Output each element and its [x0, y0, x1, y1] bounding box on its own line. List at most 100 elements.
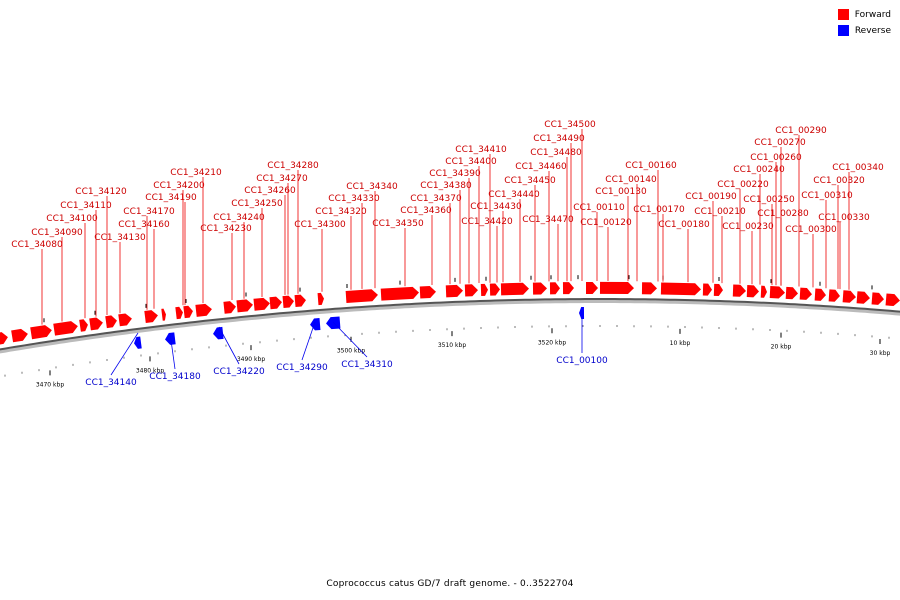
forward-gene-arrow [11, 328, 28, 343]
forward-gene-arrow [195, 303, 212, 317]
legend-reverse-swatch [837, 25, 849, 36]
forward-gene-label: CC1_34260 [244, 186, 296, 196]
forward-gene-arrow [53, 321, 78, 336]
legend-forward: Forward [837, 9, 891, 20]
forward-gene-label: CC1_34370 [410, 194, 462, 204]
reverse-gene-label: CC1_34140 [85, 378, 137, 388]
forward-gene-label: CC1_00280 [757, 209, 809, 219]
forward-gene-label: CC1_00270 [754, 138, 806, 148]
map-caption: Coprococcus catus GD/7 draft genome. - 0… [326, 579, 574, 589]
legend-reverse-label: Reverse [854, 25, 891, 36]
forward-gene-label: CC1_34410 [455, 145, 507, 155]
reverse-gene-arrow [165, 332, 176, 345]
reverse-gene-label: CC1_00100 [556, 356, 608, 366]
forward-gene-label: CC1_00130 [595, 187, 647, 197]
forward-gene-label: CC1_34460 [515, 162, 567, 172]
forward-gene-label: CC1_34120 [75, 187, 127, 197]
forward-gene-arrow [419, 286, 436, 299]
scale-label: 3500 kbp [337, 348, 365, 355]
forward-gene-arrow [702, 283, 712, 296]
reverse-gene-label: CC1_34220 [213, 367, 265, 377]
forward-gene-arrow [282, 295, 294, 309]
forward-gene-label: CC1_00210 [694, 207, 746, 217]
forward-gene-arrow [79, 319, 88, 332]
forward-gene-arrow [253, 297, 270, 311]
forward-gene-arrow [856, 291, 870, 304]
forward-gene-arrow [599, 281, 634, 295]
legend-forward-swatch [837, 9, 849, 20]
forward-gene-label: CC1_34200 [153, 181, 205, 191]
forward-gene-arrow [175, 306, 183, 320]
scale-label: 30 kbp [870, 350, 891, 357]
forward-gene-arrow [480, 283, 488, 297]
legend-reverse: Reverse [837, 25, 891, 36]
reverse-gene-label: CC1_34180 [149, 372, 201, 382]
forward-gene-arrow [236, 299, 253, 313]
reverse-gene-label: CC1_34310 [341, 360, 393, 370]
forward-gene-label: CC1_34430 [470, 202, 522, 212]
forward-gene-label: CC1_00230 [722, 222, 774, 232]
forward-gene-label: CC1_34300 [294, 220, 346, 230]
forward-gene-label: CC1_00340 [832, 163, 884, 173]
scale-label: 3490 kbp [237, 356, 265, 363]
forward-gene-arrow [562, 282, 574, 295]
forward-gene-label: CC1_34080 [11, 240, 63, 250]
forward-gene-label: CC1_00310 [801, 191, 853, 201]
forward-gene-arrow [549, 282, 560, 295]
reverse-gene-leader [332, 321, 368, 358]
forward-gene-label: CC1_34190 [145, 193, 197, 203]
forward-gene-label: CC1_34160 [118, 220, 170, 230]
forward-gene-label: CC1_34490 [533, 134, 585, 144]
forward-gene-arrow [317, 292, 324, 306]
forward-gene-label: CC1_34500 [544, 120, 596, 130]
forward-gene-arrow [161, 308, 166, 321]
scale-label: 10 kbp [670, 340, 691, 347]
forward-gene-arrow [641, 282, 657, 295]
reverse-gene-arrow [310, 318, 321, 331]
forward-gene-label: CC1_34090 [31, 228, 83, 238]
forward-gene-arrow [828, 289, 840, 302]
forward-gene-arrow [223, 301, 236, 314]
forward-gene-arrow [585, 281, 598, 295]
forward-gene-label: CC1_34170 [123, 207, 175, 217]
forward-gene-arrow [269, 296, 282, 310]
forward-gene-arrow [814, 288, 826, 301]
forward-gene-label: CC1_00300 [785, 225, 837, 235]
forward-gene-arrow [500, 282, 529, 296]
forward-gene-label: CC1_00140 [605, 175, 657, 185]
forward-gene-label: CC1_34420 [461, 217, 513, 227]
legend-forward-label: Forward [854, 9, 891, 20]
genome-backbone [0, 298, 900, 351]
forward-gene-arrow [118, 313, 132, 327]
forward-gene-arrow [760, 285, 767, 298]
forward-gene-label: CC1_34100 [46, 214, 98, 224]
forward-gene-label: CC1_34360 [400, 206, 452, 216]
forward-gene-arrow [464, 284, 478, 297]
forward-gene-label: CC1_00170 [633, 205, 685, 215]
forward-gene-arrow [89, 317, 103, 331]
forward-gene-arrow [445, 284, 463, 298]
forward-gene-label: CC1_00320 [813, 176, 865, 186]
forward-gene-label: CC1_34400 [445, 157, 497, 167]
forward-gene-arrow [660, 282, 701, 296]
forward-gene-arrow [30, 325, 52, 340]
scale-label: 20 kbp [771, 344, 792, 351]
scale-label: 3520 kbp [538, 339, 566, 346]
forward-gene-arrow [183, 305, 193, 319]
forward-gene-arrow [799, 287, 812, 300]
forward-gene-label: CC1_34130 [94, 233, 146, 243]
reverse-gene-label: CC1_34290 [276, 363, 328, 373]
forward-gene-label: CC1_00250 [743, 195, 795, 205]
forward-gene-arrow [871, 292, 884, 305]
forward-gene-label: CC1_00330 [818, 213, 870, 223]
forward-gene-label: CC1_00240 [733, 165, 785, 175]
forward-gene-label: CC1_34330 [328, 194, 380, 204]
forward-gene-label: CC1_34390 [429, 169, 481, 179]
forward-gene-label: CC1_34240 [213, 213, 265, 223]
forward-gene-arrow [0, 332, 8, 346]
forward-gene-label: CC1_34470 [522, 215, 574, 225]
reverse-gene-leader [110, 332, 139, 376]
forward-gene-label: CC1_34380 [420, 181, 472, 191]
forward-gene-label: CC1_34280 [267, 161, 319, 171]
